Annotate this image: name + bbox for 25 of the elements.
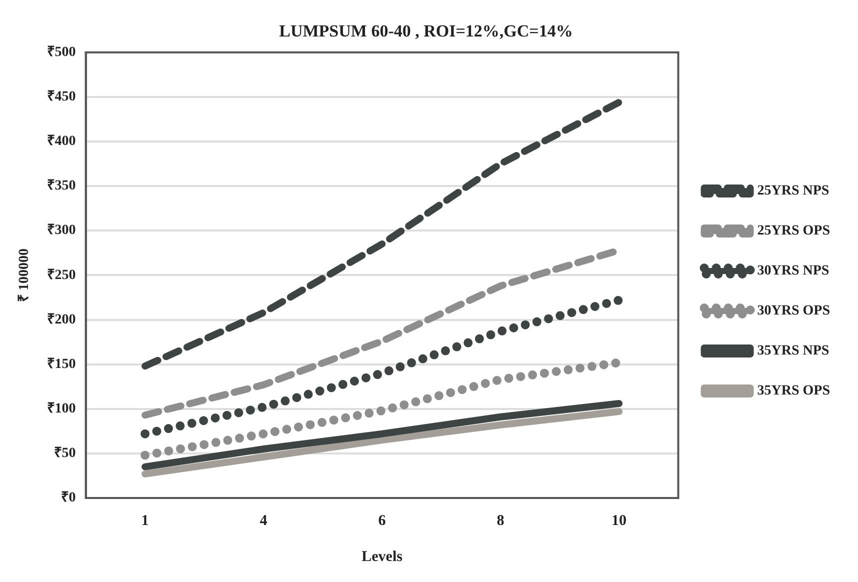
legend-label: 30YRS OPS xyxy=(757,304,830,319)
x-tick-label: 1 xyxy=(141,512,149,529)
chart-title: LUMPSUM 60-40 , ROI=12%,GC=14% xyxy=(279,22,573,41)
y-tick-label: ₹0 xyxy=(60,490,76,506)
y-tick-label: ₹150 xyxy=(46,356,76,372)
legend-label: 25YRS OPS xyxy=(757,224,830,239)
x-tick-label: 6 xyxy=(378,512,386,529)
x-tick-label: 4 xyxy=(260,512,268,529)
y-tick-label: ₹500 xyxy=(46,45,76,60)
y-tick-label: ₹100 xyxy=(46,401,76,416)
y-tick-label: ₹350 xyxy=(46,178,76,194)
x-tick-label: 8 xyxy=(496,512,504,529)
y-tick-label: ₹450 xyxy=(46,90,76,105)
legend-label: 35YRS NPS xyxy=(757,344,830,359)
x-tick-label: 10 xyxy=(612,512,627,529)
y-axis-title: ₹ 100000 xyxy=(17,248,32,302)
y-tick-label: ₹250 xyxy=(46,268,76,283)
legend-label: 25YRS NPS xyxy=(757,184,830,199)
y-tick-label: ₹400 xyxy=(46,134,76,150)
y-tick-label: ₹50 xyxy=(54,446,76,462)
y-tick-label: ₹300 xyxy=(46,223,76,238)
x-axis-title: Levels xyxy=(362,548,403,565)
legend-label: 35YRS OPS xyxy=(757,384,830,399)
y-tick-label: ₹200 xyxy=(46,312,76,328)
legend-label: 30YRS NPS xyxy=(757,264,830,279)
